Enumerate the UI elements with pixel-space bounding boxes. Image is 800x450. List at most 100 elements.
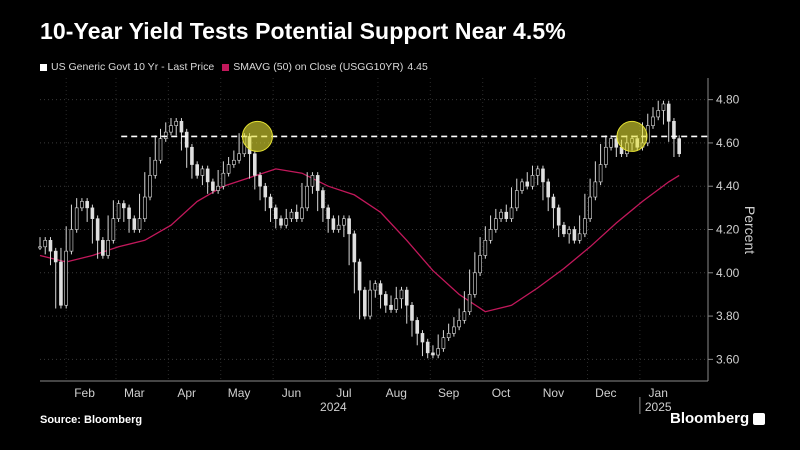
price-candle bbox=[116, 203, 121, 219]
bloomberg-logo: Bloomberg bbox=[670, 410, 766, 427]
x-tick-label: Aug bbox=[386, 386, 407, 400]
price-candle bbox=[520, 181, 524, 191]
legend-swatch-sma bbox=[222, 63, 230, 71]
price-candle bbox=[347, 218, 351, 235]
price-candle bbox=[425, 341, 430, 354]
price-candle bbox=[494, 218, 498, 230]
y-tick-label: 3.60 bbox=[716, 352, 740, 366]
price-candle bbox=[415, 320, 420, 334]
price-candle bbox=[656, 110, 661, 118]
price-candle bbox=[604, 146, 608, 165]
price-candle bbox=[205, 168, 210, 183]
price-candle bbox=[336, 224, 341, 230]
price-candle bbox=[404, 289, 409, 306]
price-candle bbox=[331, 218, 336, 230]
brand-name: Bloomberg bbox=[670, 410, 750, 427]
price-candle bbox=[200, 168, 205, 176]
price-candle bbox=[514, 190, 519, 209]
price-candle bbox=[137, 218, 142, 230]
price-candle bbox=[263, 185, 268, 198]
price-candle bbox=[452, 326, 456, 334]
price-candle bbox=[651, 116, 655, 126]
price-candle bbox=[525, 181, 530, 187]
chart-title: 10-Year Yield Tests Potential Support Ne… bbox=[40, 18, 566, 44]
price-candle bbox=[441, 337, 446, 349]
price-candle bbox=[457, 320, 461, 328]
price-candle bbox=[38, 246, 42, 249]
x-tick-label: Dec bbox=[595, 386, 616, 400]
price-candle bbox=[300, 207, 304, 219]
price-candle bbox=[253, 153, 257, 176]
price-candle bbox=[473, 272, 477, 295]
price-candle bbox=[530, 175, 535, 187]
price-candle bbox=[378, 283, 383, 295]
price-candle bbox=[541, 168, 545, 183]
price-candle bbox=[551, 196, 556, 209]
price-candle bbox=[368, 289, 372, 317]
price-candle bbox=[598, 164, 603, 183]
price-candle bbox=[499, 211, 503, 219]
price-candle bbox=[90, 207, 95, 219]
price-candle bbox=[431, 352, 435, 356]
price-candle bbox=[315, 175, 320, 191]
price-candle bbox=[389, 304, 393, 310]
price-candle bbox=[467, 294, 472, 313]
price-candle bbox=[488, 229, 493, 241]
x-tick-label: Jul bbox=[336, 386, 351, 400]
x-tick-label: Jun bbox=[282, 386, 301, 400]
highlight-circle bbox=[616, 120, 648, 152]
price-candle bbox=[567, 229, 571, 235]
x-tick-label: May bbox=[228, 386, 251, 400]
price-candle bbox=[111, 218, 116, 241]
price-candle bbox=[305, 185, 310, 209]
y-tick-label: 4.40 bbox=[716, 179, 740, 193]
price-candle bbox=[190, 146, 194, 165]
x-tick-label: Jan bbox=[649, 386, 668, 400]
price-candle bbox=[478, 255, 482, 274]
price-candle bbox=[609, 138, 613, 148]
x-year-label: 2024 bbox=[320, 400, 347, 414]
price-candle bbox=[174, 120, 179, 126]
price-candle bbox=[221, 172, 226, 187]
price-candle bbox=[504, 211, 509, 219]
legend-item-price: US Generic Govt 10 Yr - Last Price bbox=[40, 61, 214, 73]
price-candle bbox=[232, 159, 236, 165]
price-candle bbox=[588, 196, 592, 219]
x-tick-label: Mar bbox=[124, 386, 145, 400]
price-candle bbox=[53, 250, 58, 263]
price-candle bbox=[326, 207, 330, 219]
price-candle bbox=[48, 240, 53, 252]
price-candle bbox=[399, 289, 404, 300]
price-candle bbox=[363, 289, 367, 317]
x-tick-label: Sep bbox=[438, 386, 460, 400]
price-candle bbox=[321, 190, 325, 209]
price-candle bbox=[294, 211, 299, 219]
x-tick-label: Feb bbox=[74, 386, 95, 400]
price-candle bbox=[420, 333, 425, 343]
x-tick-label: Oct bbox=[492, 386, 511, 400]
price-candle bbox=[383, 294, 388, 306]
price-candle bbox=[80, 201, 84, 209]
price-candle bbox=[436, 348, 440, 356]
x-year-label: 2025 bbox=[645, 400, 672, 414]
price-candle bbox=[69, 229, 74, 252]
legend-label-sma: SMAVG (50) on Close (USGG10YR) bbox=[233, 61, 404, 73]
price-candle bbox=[148, 175, 152, 198]
sma-line bbox=[39, 168, 680, 313]
y-tick-label: 4.00 bbox=[716, 266, 740, 280]
price-candle bbox=[101, 240, 105, 256]
price-candle bbox=[163, 131, 168, 139]
highlight-circle bbox=[241, 120, 273, 152]
price-candle bbox=[535, 168, 540, 176]
price-candle bbox=[43, 240, 48, 248]
price-candle bbox=[122, 203, 126, 209]
price-candle bbox=[342, 218, 346, 226]
price-candle bbox=[74, 207, 79, 230]
y-tick-label: 3.80 bbox=[716, 309, 740, 323]
price-candle bbox=[284, 218, 289, 226]
legend: US Generic Govt 10 Yr - Last Price SMAVG… bbox=[40, 60, 436, 74]
price-candle bbox=[64, 250, 68, 306]
y-axis-title: Percent bbox=[742, 206, 758, 254]
price-candle bbox=[289, 211, 294, 219]
